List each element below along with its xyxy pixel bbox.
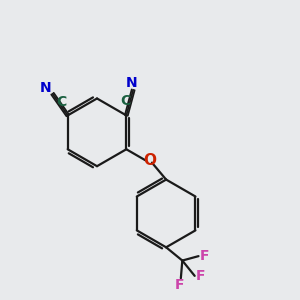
Text: O: O (143, 153, 156, 168)
Text: F: F (175, 278, 184, 292)
Text: C: C (120, 94, 130, 108)
Text: N: N (40, 81, 52, 95)
Text: C: C (56, 94, 67, 109)
Text: N: N (126, 76, 137, 90)
Text: F: F (196, 269, 205, 283)
Text: F: F (200, 249, 209, 263)
